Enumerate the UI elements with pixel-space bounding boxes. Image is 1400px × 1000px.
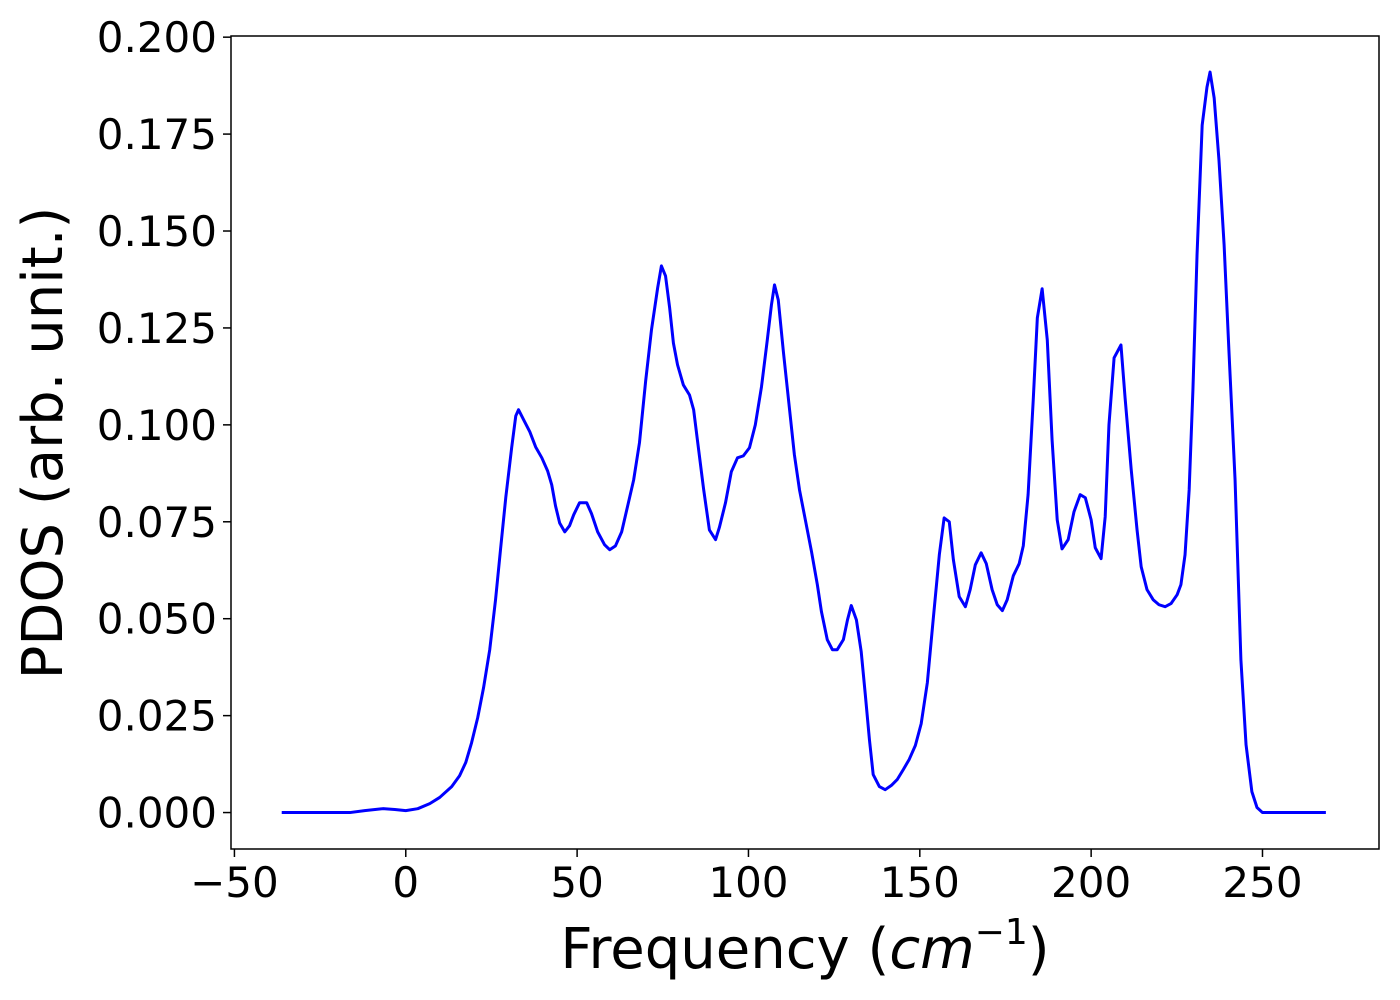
y-tick-label: 0.175 xyxy=(97,110,217,159)
x-label-part: −1 xyxy=(975,912,1028,953)
x-tick-label: 50 xyxy=(550,858,603,907)
y-tick-label: 0.125 xyxy=(97,304,217,353)
data-line xyxy=(281,70,1326,815)
y-tick-label: 0.200 xyxy=(97,13,217,62)
y-axis-label: PDOS (arb. unit.) xyxy=(11,207,76,680)
x-label-part: ) xyxy=(1028,917,1050,982)
x-tick-label: 0 xyxy=(392,858,419,907)
x-tick-label: 250 xyxy=(1222,858,1302,907)
y-tick-label: 0.050 xyxy=(97,595,217,644)
y-tick-label: 0.075 xyxy=(97,498,217,547)
x-tick-label: 150 xyxy=(880,858,960,907)
y-tick-label: 0.150 xyxy=(97,207,217,256)
x-tick-label: −50 xyxy=(190,858,279,907)
x-axis-label: Frequency (cm−1) xyxy=(560,912,1049,982)
x-label-part: Frequency ( xyxy=(560,917,889,982)
x-tick-label: 200 xyxy=(1051,858,1131,907)
x-tick-label: 100 xyxy=(708,858,788,907)
y-tick-label: 0.100 xyxy=(97,401,217,450)
y-tick-label: 0.000 xyxy=(97,789,217,838)
plot-frame xyxy=(230,35,1380,850)
y-tick-label: 0.025 xyxy=(97,692,217,741)
x-label-part: cm xyxy=(889,917,974,982)
